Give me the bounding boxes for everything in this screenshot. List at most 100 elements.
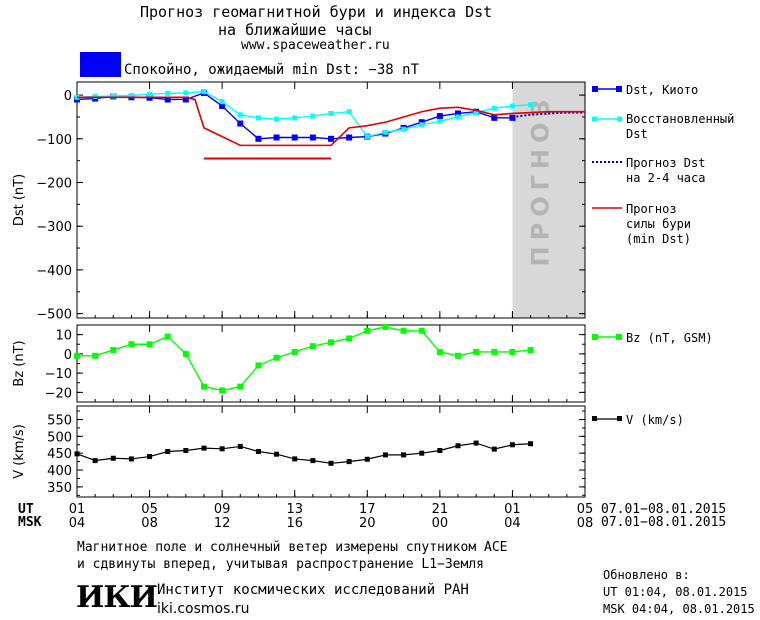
updated-msk: MSK 04:04, 08.01.2015 xyxy=(603,602,755,616)
data-point xyxy=(419,450,425,456)
y-tick-label: −100 xyxy=(36,133,72,148)
data-point xyxy=(509,103,515,109)
y-axis-label: Dst (nT) xyxy=(12,174,27,226)
y-axis-label: V (km/s) xyxy=(12,424,27,479)
data-point xyxy=(455,443,461,449)
series-line-0 xyxy=(77,326,531,392)
y-tick-label: 550 xyxy=(47,413,72,428)
legend-bz-label: Bz (nT, GSM) xyxy=(626,331,713,345)
data-point xyxy=(473,440,479,446)
y-tick-label: 500 xyxy=(47,430,72,445)
data-point xyxy=(400,327,407,334)
data-point xyxy=(92,93,98,99)
data-point xyxy=(292,115,298,121)
data-point xyxy=(364,456,370,462)
data-point xyxy=(110,347,117,354)
data-point xyxy=(382,129,388,135)
data-point xyxy=(509,348,516,355)
data-point xyxy=(346,109,352,115)
data-point xyxy=(291,348,298,355)
x-tick-label-ut: 09 xyxy=(214,502,231,517)
y-tick-label: −200 xyxy=(36,177,72,192)
data-point xyxy=(437,447,443,453)
x-tick-label-ut: 21 xyxy=(432,502,449,517)
x-tick-label-ut: 05 xyxy=(141,502,158,517)
y-tick-label: 10 xyxy=(55,329,72,344)
legend-storm-label-3: (min Dst) xyxy=(626,232,692,246)
data-point xyxy=(147,454,153,460)
y-tick-label: 450 xyxy=(47,447,72,462)
data-point xyxy=(528,441,534,447)
data-point xyxy=(273,354,280,361)
institute-site[interactable]: iki.cosmos.ru xyxy=(157,601,250,617)
forecast-band xyxy=(512,82,585,318)
x-tick-label-msk: 04 xyxy=(69,516,86,531)
data-point xyxy=(182,350,189,357)
data-point xyxy=(92,352,99,359)
y-tick-label: −10 xyxy=(45,367,72,382)
data-point xyxy=(74,352,80,359)
data-point xyxy=(418,327,425,334)
legend-swatch-marker xyxy=(592,334,598,340)
x-tick-label-msk: 08 xyxy=(577,516,594,531)
legend-swatch-marker xyxy=(616,334,622,340)
data-point xyxy=(346,335,353,342)
date-range-msk: 07.01−08.01.2015 xyxy=(601,515,727,530)
legend-forecast-label-1: Прогноз Dst xyxy=(626,156,706,170)
x-tick-label-ut: 01 xyxy=(69,502,86,517)
data-point xyxy=(328,110,334,116)
data-point xyxy=(328,460,334,466)
legend-speed-label: V (km/s) xyxy=(626,413,684,427)
y-tick-label: −400 xyxy=(36,264,72,279)
data-point xyxy=(401,452,407,458)
data-point xyxy=(128,93,134,99)
data-point xyxy=(309,134,316,141)
data-point xyxy=(346,459,352,465)
data-point xyxy=(527,347,534,354)
data-point xyxy=(455,352,461,359)
data-point xyxy=(274,116,280,122)
forecast-band-label: ПРОГНОЗ xyxy=(527,94,555,267)
status-text: Спокойно, ожидаемый min Dst: −38 nT xyxy=(124,62,420,78)
data-point xyxy=(455,110,461,117)
bz-panel: 10 0 −10 −20 Bz (nT) xyxy=(12,323,622,403)
data-point xyxy=(255,449,261,454)
date-range-ut: 07.01−08.01.2015 xyxy=(601,502,727,517)
y-axis-label: Bz (nT) xyxy=(12,340,27,386)
data-point xyxy=(165,449,171,454)
legend-swatch-marker xyxy=(617,116,622,122)
data-point xyxy=(310,458,316,464)
data-point xyxy=(237,443,243,449)
data-point xyxy=(473,348,480,355)
speed-panel: 550 500 450 400 350 V (km/s) xyxy=(12,405,622,498)
x-tick-label-msk: 08 xyxy=(141,516,158,531)
data-point xyxy=(382,323,389,330)
y-tick-label: 0 xyxy=(64,348,72,363)
legend-swatch-marker xyxy=(592,416,597,421)
data-point xyxy=(419,122,425,128)
data-point xyxy=(491,105,497,111)
y-tick-label: 0 xyxy=(64,89,72,104)
source-url: www.spaceweather.ru xyxy=(241,38,390,53)
data-point xyxy=(436,113,443,120)
legend-swatch-marker xyxy=(616,86,622,92)
data-point xyxy=(292,456,298,462)
data-point xyxy=(473,110,479,116)
data-point xyxy=(491,348,498,355)
panel-frame xyxy=(76,324,586,403)
data-point xyxy=(346,134,353,141)
updated-label: Обновлено в: xyxy=(603,568,690,582)
x-tick-label-ut: 05 xyxy=(577,502,594,517)
data-point xyxy=(219,446,225,452)
data-point xyxy=(147,91,153,97)
legend-storm-label-2: силы бури xyxy=(626,217,692,231)
data-point xyxy=(201,383,207,390)
data-point xyxy=(164,96,171,103)
data-point xyxy=(201,445,207,451)
x-axis-ut-label: UT xyxy=(18,502,34,517)
data-point xyxy=(255,362,262,369)
measurement-note-line2: и сдвинуты вперед, учитывая распростране… xyxy=(77,557,484,572)
data-point xyxy=(436,348,443,355)
data-point xyxy=(509,114,516,121)
